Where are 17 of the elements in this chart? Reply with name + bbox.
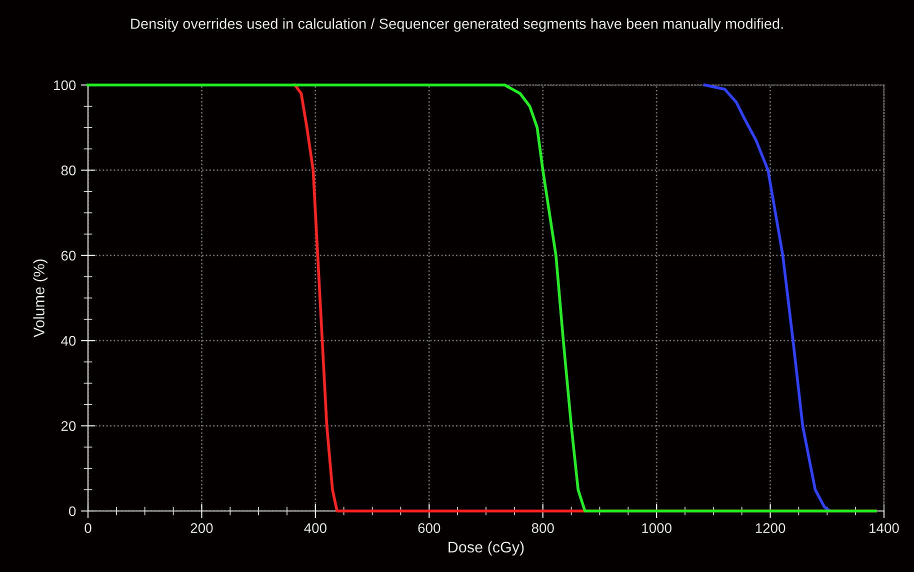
x-tick-label: 200 [190, 523, 213, 534]
y-tick-label: 80 [61, 166, 76, 176]
x-tick-label: 400 [304, 523, 326, 534]
x-tick-label: 0 [84, 523, 92, 534]
chart-title: Density overrides used in calculation / Sequencer generated segments have been manually modified. [131, 18, 783, 32]
x-tick-label: 1000 [642, 523, 672, 534]
y-tick-label: 100 [54, 80, 76, 90]
y-tick-label: 20 [61, 421, 76, 431]
y-tick-label: 60 [61, 250, 76, 261]
x-tick-label: 1400 [870, 523, 899, 534]
x-tick-label: 600 [418, 523, 440, 534]
x-tick-label: 1200 [756, 523, 786, 534]
y-tick-label: 40 [61, 336, 76, 346]
y-axis-title: Volume (%) [33, 259, 48, 338]
y-tick-label: 0 [69, 506, 76, 516]
x-axis-title: Dose (cGy) [448, 541, 524, 556]
x-tick-label: 800 [532, 523, 554, 534]
